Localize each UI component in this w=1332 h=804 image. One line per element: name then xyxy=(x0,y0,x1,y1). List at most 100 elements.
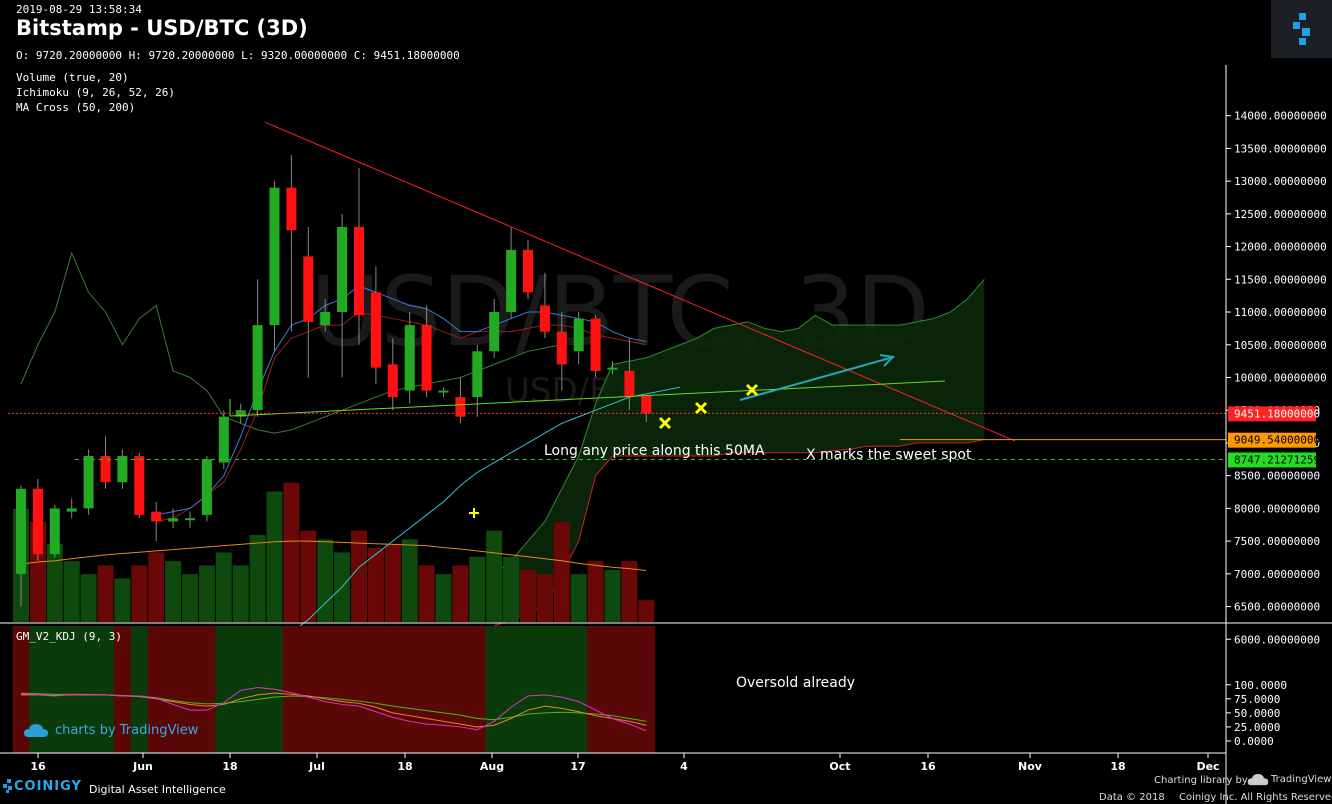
price-tick-label: 13500.00000000 xyxy=(1234,142,1327,155)
price-tick-label: 7500.00000000 xyxy=(1234,535,1320,548)
candle-body xyxy=(168,518,179,522)
volume-bar xyxy=(182,574,198,622)
candle-body xyxy=(337,226,348,313)
candle-body xyxy=(438,390,449,393)
price-tick-label: 13000.00000000 xyxy=(1234,175,1327,188)
volume-bar xyxy=(165,561,182,622)
price-tick-label: 7000.00000000 xyxy=(1234,568,1320,581)
volume-bar xyxy=(435,574,452,622)
candle-body xyxy=(134,456,145,515)
indicator-ichimoku[interactable]: Ichimoku (9, 26, 52, 26) xyxy=(16,86,175,99)
kdj-background-cell xyxy=(63,626,81,753)
kdj-background-cell xyxy=(637,626,656,753)
price-label-text: 8747.21271259 xyxy=(1234,453,1320,466)
kdj-background-cell xyxy=(418,626,436,753)
candle-body xyxy=(354,226,364,316)
volume-bar xyxy=(469,556,486,622)
time-tick-label: 18 xyxy=(222,760,237,773)
candle-body xyxy=(185,518,195,521)
candle-body xyxy=(607,367,618,370)
kdj-background-cell xyxy=(164,626,182,753)
candle-body xyxy=(387,364,398,398)
chart-title: Bitstamp - USD/BTC (3D) xyxy=(16,16,308,40)
kdj-background-cell xyxy=(401,626,419,753)
kdj-background-cell xyxy=(46,626,64,753)
candle-body xyxy=(303,256,314,322)
kdj-background-cell xyxy=(384,626,402,753)
kdj-background-cell xyxy=(198,626,216,753)
candle-body xyxy=(370,292,381,368)
copyright-text-2: Coinigy Inc. All Rights Reserved. xyxy=(1179,792,1332,803)
candle-body xyxy=(590,318,601,371)
price-axis[interactable]: 14000.00000000 13500.00000000 13000.000000… xyxy=(1226,110,1327,647)
coinigy-logo-icon[interactable] xyxy=(1271,0,1332,58)
sweet-spot-marker xyxy=(658,416,672,430)
volume-bar xyxy=(604,569,621,622)
copyright-text: Data © 2018 xyxy=(1099,792,1165,803)
kdj-background-cell xyxy=(282,626,301,753)
candle-body xyxy=(556,331,567,365)
indicator-kdj[interactable]: GM_V2_KDJ (9, 3) xyxy=(16,630,122,643)
time-tick-label: Dec xyxy=(1196,760,1219,773)
kdj-background-cell xyxy=(80,626,98,753)
time-tick-label: Nov xyxy=(1018,760,1043,773)
coinigy-wordmark: COINIGY xyxy=(14,779,82,794)
volume-bar xyxy=(503,556,520,622)
candle-body xyxy=(252,325,263,411)
ma200-line xyxy=(20,540,647,572)
price-tick-label: 8500.00000000 xyxy=(1234,470,1320,483)
kdj-background-cell xyxy=(536,626,554,753)
coinigy-tagline: Digital Asset Intelligence xyxy=(89,783,226,796)
candle-body xyxy=(218,416,229,463)
candle-body xyxy=(523,249,533,293)
kdj-background-cell xyxy=(435,626,453,753)
tradingview-cloud-icon xyxy=(1247,774,1269,786)
candle-body xyxy=(66,508,77,512)
volume-bar xyxy=(266,491,283,622)
volume-bar xyxy=(46,543,63,622)
candle-body xyxy=(83,456,94,509)
time-tick-label: 4 xyxy=(680,760,688,773)
time-axis[interactable]: 16 Jun 18 Jul 18 Aug 17 4 Oct 16 Nov 18 Dec xyxy=(30,753,1220,773)
volume-bar xyxy=(215,552,232,622)
candle-body xyxy=(404,325,415,391)
coinigy-mark-icon xyxy=(3,779,12,793)
time-tick-label: Oct xyxy=(829,760,850,773)
kdj-background-cell xyxy=(367,626,385,753)
indicator-ma-cross[interactable]: MA Cross (50, 200) xyxy=(16,101,136,114)
candle-body xyxy=(539,305,550,332)
price-label-text: 9451.18000000 xyxy=(1234,407,1320,420)
annotation-50ma: Long any price along this 50MA xyxy=(544,443,765,459)
price-tick-label: 10500.00000000 xyxy=(1234,339,1327,352)
kdj-background-cell xyxy=(316,626,335,753)
volume-bar xyxy=(452,565,469,622)
candle-body xyxy=(117,456,128,483)
kdj-background-cell xyxy=(29,626,47,753)
price-tick-label: 11000.00000000 xyxy=(1234,306,1327,319)
candle-body xyxy=(472,351,483,398)
candle-body xyxy=(489,312,500,352)
candle-body xyxy=(421,325,432,391)
kdj-background-cell xyxy=(333,626,351,753)
volume-bar xyxy=(131,565,148,622)
indicator-volume[interactable]: Volume (true, 20) xyxy=(16,71,129,84)
price-label-box xyxy=(1228,406,1316,422)
kdj-k-line xyxy=(20,687,647,732)
volume-bar xyxy=(486,530,503,622)
volume-bar xyxy=(97,565,114,622)
kdj-background-cell xyxy=(181,626,199,753)
kdj-background-cell xyxy=(587,626,605,753)
candle-body xyxy=(573,318,584,352)
kijun-sen xyxy=(156,311,647,522)
senkou-b-line xyxy=(494,439,985,627)
ma50-line xyxy=(274,386,681,647)
kdj-background-cell xyxy=(519,626,537,753)
kdj-background-cell xyxy=(130,626,149,753)
candle-body xyxy=(201,459,212,515)
tradingview-badge-label: charts by TradingView xyxy=(55,723,199,738)
volume-bar xyxy=(570,574,587,622)
volume-bar xyxy=(351,530,367,622)
kdj-background-cell xyxy=(147,626,166,753)
kdj-background-cell xyxy=(12,626,30,753)
